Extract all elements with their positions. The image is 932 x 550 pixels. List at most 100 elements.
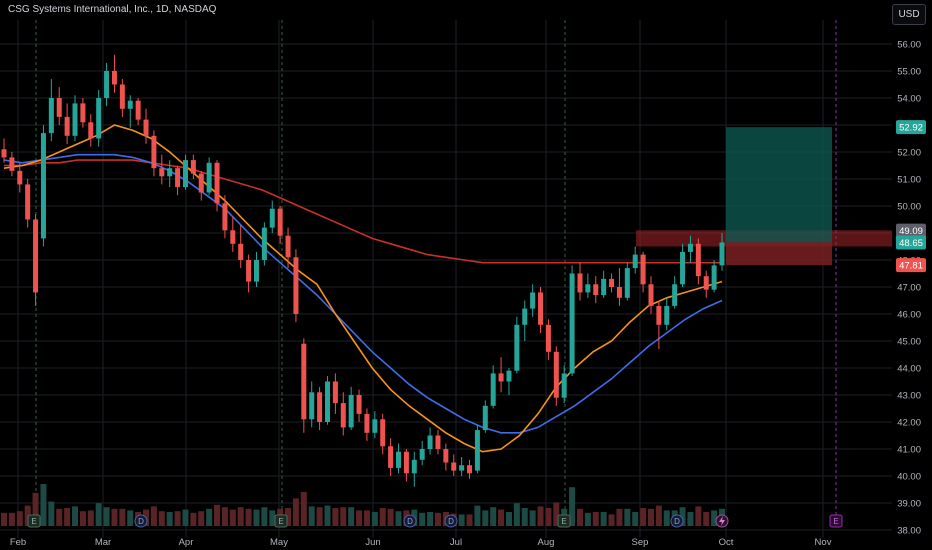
event-marker-dividend[interactable]: D: [403, 514, 417, 528]
splits-icon[interactable]: [715, 514, 729, 528]
candle: [9, 152, 15, 177]
volume-bar: [387, 508, 394, 526]
candle: [48, 79, 54, 142]
volume-bar: [1, 512, 7, 526]
volume-bar: [687, 512, 694, 526]
event-marker-earnings[interactable]: E: [274, 514, 288, 528]
candle: [680, 243, 686, 287]
event-marker-earnings[interactable]: E: [27, 514, 41, 528]
price-label: 48.65: [896, 235, 926, 250]
volume-bar: [127, 510, 134, 526]
y-tick-label: 56.00: [897, 40, 921, 51]
profit-target-zone[interactable]: [726, 127, 832, 243]
currency-button[interactable]: USD: [892, 4, 926, 25]
event-marker-dividend[interactable]: D: [444, 514, 458, 528]
event-marker-dividend[interactable]: D: [134, 514, 148, 528]
volume-bar: [190, 512, 197, 526]
volume-bar: [632, 512, 639, 526]
volume-bar: [87, 510, 94, 526]
y-tick-label: 52.00: [897, 148, 921, 159]
candle: [380, 413, 386, 455]
candle: [222, 195, 228, 239]
volume-bar: [103, 507, 110, 526]
volume-bar: [640, 508, 647, 526]
stop-loss-zone[interactable]: [726, 242, 832, 266]
volume-bar: [182, 509, 189, 526]
candle: [474, 424, 480, 474]
volume-bar: [229, 509, 236, 526]
candle: [80, 98, 86, 128]
candle: [25, 179, 31, 228]
candle: [672, 276, 678, 309]
volume-bar: [584, 512, 591, 526]
event-marker-dividend[interactable]: D: [670, 514, 684, 528]
volume-bar: [569, 487, 576, 526]
volume-bar: [32, 492, 39, 526]
volume-bar: [434, 512, 441, 526]
volume-bar: [64, 508, 71, 526]
candle: [601, 270, 607, 298]
volume-bar: [261, 507, 268, 526]
candle: [656, 300, 662, 350]
svg-text:E: E: [833, 517, 838, 526]
candle: [206, 157, 212, 196]
candle: [88, 114, 94, 147]
candle: [419, 440, 425, 466]
volume-bar: [237, 507, 244, 526]
candle: [253, 251, 259, 287]
volume-bar: [48, 501, 55, 526]
volume-bar: [332, 508, 339, 526]
volume-bar: [647, 508, 654, 526]
volume-bar: [166, 512, 173, 526]
volume-bar: [624, 508, 631, 526]
volume-bar: [253, 509, 260, 526]
candle: [33, 214, 39, 306]
ma-fast-line: [3, 124, 723, 453]
y-tick-label: 44.00: [897, 364, 921, 375]
candle: [569, 265, 575, 377]
candle: [301, 338, 307, 433]
candle: [151, 130, 157, 177]
y-tick-label: 45.00: [897, 337, 921, 348]
candle: [403, 449, 409, 482]
candle: [356, 389, 362, 422]
candle: [214, 160, 220, 212]
volume-bar: [663, 510, 670, 526]
x-tick-label: Jul: [450, 537, 462, 548]
volume-bar: [292, 498, 299, 526]
svg-text:49.09: 49.09: [899, 226, 923, 237]
x-tick-label: Sep: [632, 537, 649, 548]
candle: [190, 154, 196, 179]
x-tick-label: Aug: [538, 537, 555, 548]
event-marker-earnings[interactable]: E: [829, 514, 843, 528]
candle: [372, 411, 378, 439]
candle: [545, 319, 551, 360]
candle: [530, 284, 536, 317]
volume-bar: [513, 503, 520, 526]
volume-bar: [679, 507, 686, 526]
event-marker-earnings[interactable]: E: [557, 514, 571, 528]
candle: [553, 346, 559, 406]
volume-bar: [703, 512, 710, 526]
volume-bar: [711, 510, 718, 526]
candle: [640, 251, 646, 293]
volume-bar: [529, 510, 536, 526]
volume-bar: [324, 505, 331, 526]
volume-bar: [285, 508, 292, 526]
volume-bar: [427, 512, 434, 526]
volume-bar: [150, 506, 157, 526]
svg-text:47.81: 47.81: [899, 261, 923, 272]
candle: [182, 154, 188, 190]
candle: [388, 438, 394, 476]
volume-bar: [79, 511, 86, 526]
candle: [577, 262, 583, 301]
candle: [277, 206, 283, 244]
candle: [104, 62, 110, 107]
candle: [411, 451, 417, 487]
candle: [459, 457, 465, 476]
volume-bar: [592, 512, 599, 526]
volume-bar: [576, 508, 583, 526]
volume-bar: [198, 511, 205, 526]
candle: [143, 108, 149, 144]
